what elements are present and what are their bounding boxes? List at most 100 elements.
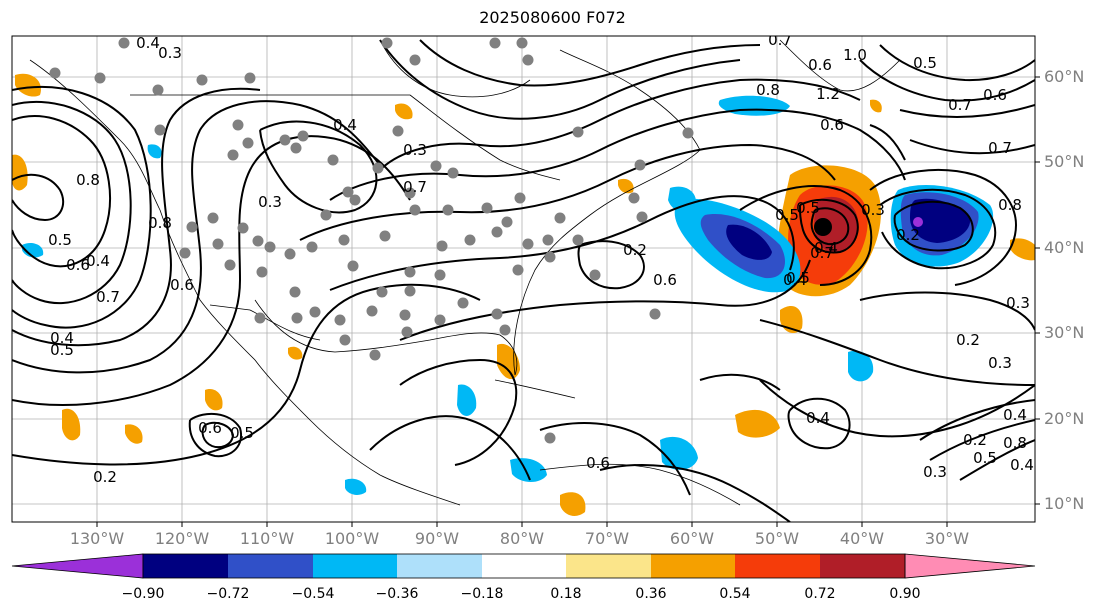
contour-label: 0.4	[86, 252, 110, 270]
coastline-greenland	[779, 39, 901, 92]
lat-label: 40°N	[1044, 238, 1085, 257]
map-frame	[11, 35, 1036, 523]
colorbar-tick-label: 0.18	[550, 586, 582, 602]
colorbar-extend-high	[904, 553, 1036, 579]
station-dot	[491, 308, 503, 320]
colorbar-segment	[651, 554, 735, 578]
focus-point	[814, 218, 832, 236]
station-dot	[544, 251, 556, 263]
colorbar-tick-label: −0.54	[291, 586, 335, 602]
station-dot	[409, 54, 421, 66]
station-dot	[491, 226, 503, 238]
station-dot	[514, 192, 526, 204]
warm-patch-pac-s	[62, 408, 81, 441]
us-canada-border	[130, 94, 561, 181]
warm-patch-ven	[560, 492, 586, 516]
station-dot	[634, 159, 646, 171]
station-dot	[376, 286, 388, 298]
station-dot	[289, 286, 301, 298]
station-dot	[392, 125, 404, 137]
colorbar-segment	[143, 554, 228, 578]
colorbar-tick-label: −0.36	[375, 586, 419, 602]
cold-anomaly-west-deep	[726, 224, 772, 260]
station-dot	[369, 349, 381, 361]
station-dot	[349, 194, 361, 206]
station-dot	[489, 37, 501, 49]
lon-label: 130°W	[69, 529, 125, 548]
station-dot	[481, 202, 493, 214]
station-dot	[347, 260, 359, 272]
station-dot	[207, 212, 219, 224]
station-dot	[306, 241, 318, 253]
contour-map: 0.40.30.70.60.81.0 0.50.70.60.70.81.20.60…	[11, 35, 1040, 527]
warm-patch-pac-s2	[125, 424, 143, 444]
station-dot	[237, 222, 249, 234]
station-dot	[501, 216, 513, 228]
contour-label: 0.8	[1003, 434, 1027, 452]
station-dot	[572, 126, 584, 138]
contour-label: 0.2	[896, 226, 920, 244]
colorbar-segment	[735, 554, 820, 578]
station-dot	[401, 326, 413, 338]
contour-label: 0.7	[810, 244, 834, 262]
station-dot	[404, 187, 416, 199]
lon-label: 30°W	[924, 529, 970, 548]
colorbar-segment	[566, 554, 651, 578]
station-dot	[297, 130, 309, 142]
contour-label: 0.7	[948, 96, 972, 114]
lon-label: 50°W	[754, 529, 800, 548]
contour-label: 0.6	[983, 86, 1007, 104]
contour-label: 0.3	[403, 141, 427, 159]
contour-label: 1.0	[843, 46, 867, 64]
station-dot	[186, 221, 198, 233]
anomaly-shading	[12, 73, 1035, 516]
station-dot	[399, 309, 411, 321]
station-dot	[682, 127, 694, 139]
contour-label: 0.3	[988, 354, 1012, 372]
contour-label: 0.5	[913, 54, 937, 72]
lon-label: 100°W	[324, 529, 380, 548]
station-dot	[252, 235, 264, 247]
contour-label: 0.2	[93, 468, 117, 486]
coastline-sa	[539, 463, 741, 506]
contour-label: 0.8	[76, 171, 100, 189]
colorbar-tick-label: −0.72	[206, 586, 250, 602]
lon-label: 40°W	[839, 529, 885, 548]
station-dot	[256, 266, 268, 278]
contour-label: 0.2	[963, 431, 987, 449]
station-dot	[522, 238, 534, 250]
station-dot	[464, 234, 476, 246]
station-dot	[284, 248, 296, 260]
station-dot	[227, 149, 239, 161]
station-dot	[436, 240, 448, 252]
contour-label: 0.7	[988, 139, 1012, 157]
station-dot	[372, 162, 384, 174]
station-dot	[572, 234, 584, 246]
contour-label: 0.2	[956, 331, 980, 349]
contour-label: 0.4	[333, 116, 357, 134]
lat-label: 60°N	[1044, 67, 1085, 86]
contour-label: 0.3	[1006, 294, 1030, 312]
colorbar-outline	[142, 553, 906, 579]
station-dot	[309, 306, 321, 318]
station-markers	[49, 37, 694, 444]
contour-label: 0.5	[973, 449, 997, 467]
cold-patch-se-ne	[345, 478, 367, 495]
station-dot	[636, 211, 648, 223]
station-dot	[544, 432, 556, 444]
lat-label: 30°N	[1044, 323, 1085, 342]
station-dot	[334, 314, 346, 326]
station-dot	[279, 134, 291, 146]
station-dot	[179, 247, 191, 259]
us-mexico-border	[209, 304, 321, 341]
station-dot	[290, 142, 302, 154]
warm-patch-newf	[618, 178, 634, 194]
station-dot	[512, 264, 524, 276]
colorbar-tick-label: 0.72	[804, 586, 836, 602]
warm-patch-gom2	[288, 346, 303, 360]
station-dot	[522, 54, 534, 66]
contour-label: 0.8	[756, 81, 780, 99]
station-dot	[212, 238, 224, 250]
cold-patch-nf	[668, 186, 696, 214]
contour-label: 0.3	[158, 44, 182, 62]
